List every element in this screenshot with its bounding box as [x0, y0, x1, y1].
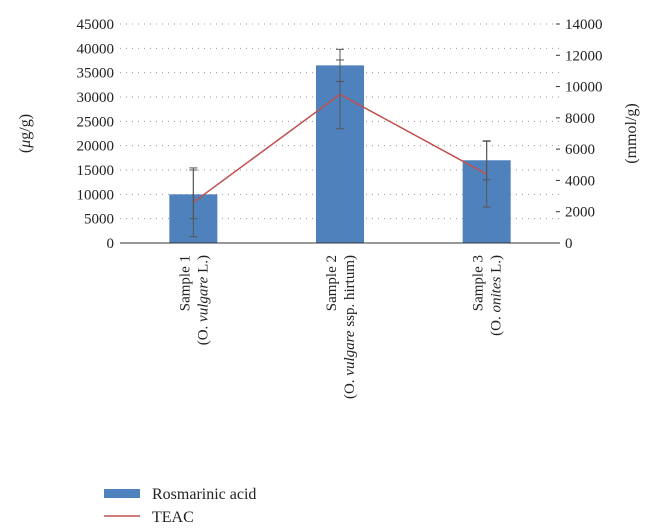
y-tick-label-right: 4000 [565, 173, 595, 189]
y-tick-label-left: 0 [107, 236, 115, 252]
y-tick-label-left: 35000 [77, 66, 115, 82]
y-tick-label-left: 25000 [77, 114, 115, 130]
y-tick-label-right: 10000 [565, 80, 603, 96]
y-tick-label-right: 0 [565, 236, 573, 252]
x-tick-label-species: (O. vulgare ssp. hirtum) [342, 255, 358, 399]
x-tick-label-species: (O. onites L.) [489, 255, 505, 336]
y-tick-label-left: 5000 [84, 212, 114, 228]
y-axis-title-right: (mmol/g) [623, 103, 640, 163]
x-tick-label: Sample 2 [324, 255, 340, 311]
legend-label-rosmarinic-acid: Rosmarinic acid [152, 486, 256, 503]
y-axis-title-left: (μg/g) [17, 114, 34, 153]
y-tick-label-right: 2000 [565, 205, 595, 221]
line-series [189, 59, 491, 238]
y-tick-label-left: 15000 [77, 163, 115, 179]
legend-label-teac: TEAC [152, 509, 194, 526]
y-tick-label-left: 30000 [77, 90, 115, 106]
y-tick-label-left: 10000 [77, 187, 115, 203]
y-tick-label-left: 20000 [77, 139, 115, 155]
y-tick-label-left: 45000 [77, 17, 115, 33]
y-tick-label-right: 6000 [565, 142, 595, 158]
axes [120, 23, 560, 244]
x-tick-label: Sample 1 [177, 255, 193, 311]
y-tick-label-left: 40000 [77, 41, 115, 57]
x-tick-label-species: (O. vulgare L.) [195, 255, 211, 345]
legend: Rosmarinic acid TEAC [104, 486, 256, 526]
x-tick-label: Sample 3 [471, 255, 487, 311]
y-tick-label-right: 14000 [565, 17, 603, 33]
y-tick-label-right: 12000 [565, 48, 603, 64]
y-tick-label-right: 8000 [565, 111, 595, 127]
legend-swatch-rosmarinic-acid [104, 489, 140, 498]
axis-labels: 0500010000150002000025000300003500040000… [17, 17, 640, 399]
